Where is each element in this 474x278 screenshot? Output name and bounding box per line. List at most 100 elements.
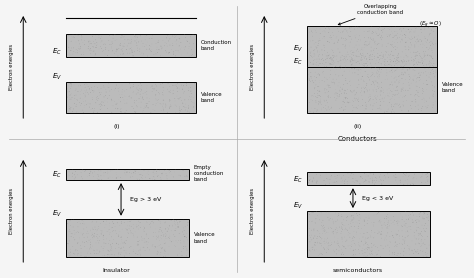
Point bbox=[391, 63, 398, 68]
Point bbox=[338, 65, 346, 70]
Point bbox=[365, 243, 372, 247]
Point bbox=[73, 102, 80, 107]
Point bbox=[406, 215, 413, 220]
Point bbox=[370, 243, 377, 248]
Point bbox=[388, 64, 396, 68]
Point bbox=[388, 110, 395, 115]
Point bbox=[357, 51, 365, 55]
Point bbox=[379, 54, 387, 58]
Point bbox=[417, 232, 424, 237]
Point bbox=[324, 94, 332, 99]
Point bbox=[411, 181, 419, 186]
Point bbox=[96, 234, 103, 239]
Point bbox=[395, 74, 402, 79]
Point bbox=[346, 83, 354, 88]
Point bbox=[139, 95, 146, 99]
Point bbox=[401, 32, 408, 37]
Point bbox=[386, 252, 393, 257]
Point bbox=[374, 42, 381, 46]
Point bbox=[156, 242, 164, 247]
Point bbox=[371, 54, 378, 58]
Point bbox=[353, 68, 361, 72]
Point bbox=[350, 254, 358, 258]
Point bbox=[357, 62, 365, 67]
Point bbox=[376, 219, 383, 223]
Point bbox=[307, 51, 314, 55]
Point bbox=[376, 61, 384, 66]
Point bbox=[106, 249, 113, 254]
Point bbox=[139, 108, 147, 113]
Point bbox=[130, 34, 138, 39]
Point bbox=[413, 225, 421, 230]
Point bbox=[333, 247, 340, 251]
Point bbox=[317, 99, 325, 103]
Point bbox=[135, 227, 142, 231]
Point bbox=[362, 178, 369, 182]
Point bbox=[97, 36, 104, 41]
Point bbox=[330, 55, 337, 60]
Point bbox=[118, 235, 125, 240]
Point bbox=[351, 71, 359, 75]
Point bbox=[162, 231, 169, 235]
Point bbox=[357, 216, 365, 221]
Point bbox=[389, 44, 396, 48]
Point bbox=[324, 55, 332, 59]
Point bbox=[138, 51, 146, 55]
Point bbox=[340, 69, 348, 74]
Point bbox=[65, 90, 73, 94]
Point bbox=[111, 38, 119, 43]
Point bbox=[419, 60, 427, 64]
Point bbox=[85, 238, 93, 242]
Point bbox=[77, 171, 85, 175]
Point bbox=[356, 43, 363, 47]
Point bbox=[166, 84, 173, 89]
Point bbox=[402, 230, 410, 234]
Point bbox=[426, 72, 434, 77]
Point bbox=[313, 82, 320, 87]
Point bbox=[413, 80, 420, 84]
Point bbox=[411, 92, 419, 96]
Point bbox=[421, 100, 428, 105]
Point bbox=[422, 39, 429, 44]
Point bbox=[113, 47, 121, 52]
Point bbox=[401, 246, 409, 250]
Point bbox=[384, 110, 392, 114]
Point bbox=[128, 48, 136, 53]
Point bbox=[334, 241, 342, 245]
Point bbox=[313, 179, 321, 183]
Point bbox=[375, 58, 383, 62]
Point bbox=[348, 50, 356, 55]
Point bbox=[393, 84, 401, 88]
Point bbox=[337, 55, 345, 59]
Point bbox=[400, 58, 407, 62]
Point bbox=[417, 239, 425, 243]
Point bbox=[362, 241, 369, 245]
Point bbox=[169, 34, 177, 38]
Point bbox=[425, 26, 432, 30]
Point bbox=[179, 88, 186, 92]
Point bbox=[390, 45, 397, 50]
Point bbox=[341, 179, 348, 184]
Point bbox=[363, 56, 371, 61]
Point bbox=[306, 254, 314, 259]
Point bbox=[345, 175, 353, 180]
Point bbox=[106, 254, 113, 259]
Point bbox=[306, 178, 313, 183]
Point bbox=[109, 221, 117, 225]
Point bbox=[341, 43, 349, 47]
Point bbox=[93, 229, 100, 233]
Point bbox=[102, 219, 110, 223]
Point bbox=[397, 55, 405, 59]
Point bbox=[159, 102, 167, 106]
Point bbox=[407, 50, 414, 54]
Point bbox=[327, 95, 335, 100]
Point bbox=[313, 57, 321, 61]
Point bbox=[385, 86, 393, 91]
Point bbox=[114, 54, 122, 58]
Point bbox=[418, 244, 425, 248]
Point bbox=[346, 173, 354, 178]
Point bbox=[95, 236, 102, 240]
Point bbox=[161, 221, 169, 225]
Point bbox=[185, 86, 192, 90]
Point bbox=[322, 61, 330, 65]
